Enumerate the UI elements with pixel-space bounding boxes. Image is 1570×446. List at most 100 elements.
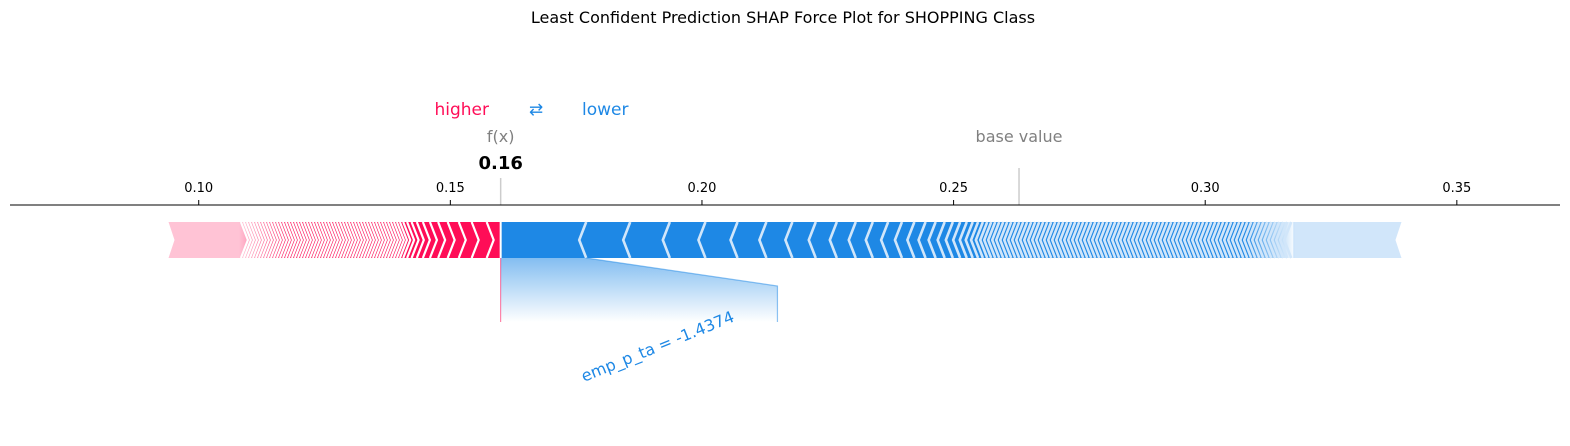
negative-chevron (621, 221, 632, 259)
positive-chevron (377, 221, 388, 259)
negative-chevron (1218, 221, 1229, 259)
negative-chevron (1238, 221, 1249, 259)
positive-chevron (365, 221, 376, 259)
negative-chevron (1034, 221, 1045, 259)
force-bars (168, 221, 1402, 259)
negative-chevron (1086, 221, 1097, 259)
negative-chevron (982, 221, 993, 259)
negative-chevron (1074, 221, 1085, 259)
negative-chevron (1282, 221, 1293, 259)
negative-chevron (986, 221, 997, 259)
positive-chevron (332, 221, 343, 259)
positive-chevron (275, 221, 286, 259)
negative-chevron (994, 221, 1005, 259)
negative-chevron (1230, 221, 1241, 259)
negative-chevron (1146, 221, 1157, 259)
negative-chevron (1266, 221, 1277, 259)
x-tick-label: 0.25 (939, 181, 968, 196)
negative-chevron (1070, 221, 1081, 259)
positive-chevron (251, 221, 262, 259)
negative-chevron (1202, 221, 1213, 259)
negative-chevron (1154, 221, 1165, 259)
negative-chevron (969, 221, 980, 259)
negative-chevron (905, 221, 916, 259)
positive-chevron (470, 221, 480, 259)
positive-chevron (278, 221, 289, 259)
positive-chevron (485, 221, 495, 259)
feature-annotation-fill (500, 258, 778, 322)
positive-chevron (290, 221, 301, 259)
x-tick-label: 0.20 (687, 181, 716, 196)
positive-chevron (299, 221, 310, 259)
negative-chevron (847, 221, 857, 259)
positive-chevron (263, 221, 274, 259)
positive-chevron (437, 221, 447, 259)
positive-chevron (380, 221, 391, 259)
negative-chevron (1078, 221, 1089, 259)
negative-chevron (1138, 221, 1149, 259)
negative-chevron (1110, 221, 1121, 259)
positive-chevron (305, 221, 316, 259)
positive-chevron (383, 221, 394, 259)
negative-chevron (1066, 221, 1077, 259)
positive-chevron (257, 221, 268, 259)
feature-annotations: emp_p_ta = -1.4374 (500, 257, 779, 387)
negative-chevron (1122, 221, 1133, 259)
negative-chevron (1182, 221, 1193, 259)
negative-chevron (1142, 221, 1153, 259)
positive-chevron (421, 221, 432, 259)
negative-chevron (927, 221, 937, 259)
negative-chevron (1242, 221, 1253, 259)
positive-chevron (350, 221, 361, 259)
feature-annotation-outline (586, 257, 779, 322)
positive-chevron (395, 221, 406, 259)
negative-chevron (879, 221, 890, 259)
negative-chevron (1082, 221, 1093, 259)
negative-chevron (1046, 221, 1057, 259)
base-value-marker: base value (976, 127, 1062, 205)
negative-chevron (1250, 221, 1261, 259)
negative-chevron (1054, 221, 1065, 259)
positive-chevron (371, 221, 382, 259)
negative-chevron (661, 221, 672, 259)
positive-chevron (242, 221, 253, 259)
legend-lower: lower (582, 100, 628, 120)
positive-chevron (254, 221, 265, 259)
negative-chevron (1058, 221, 1069, 259)
negative-chevron (1206, 221, 1217, 259)
legend-arrows-icon: ⇄ (529, 100, 543, 120)
positive-chevron (287, 221, 298, 259)
positive-chevron (392, 221, 403, 259)
negative-chevron (1130, 221, 1141, 259)
negative-chevron (1178, 221, 1189, 259)
negative-chevron (1038, 221, 1049, 259)
positive-chevron (362, 221, 373, 259)
positive-chevron (344, 221, 355, 259)
negative-chevron (1198, 221, 1209, 259)
positive-chevron (353, 221, 364, 259)
negative-chevron (1090, 221, 1101, 259)
negative-chevron (964, 221, 974, 259)
negative-chevron (1262, 221, 1273, 259)
negative-chevron (936, 221, 946, 259)
positive-chevron (356, 221, 367, 259)
positive-chevron (248, 221, 259, 259)
negative-chevron (958, 221, 968, 259)
negative-chevron (1278, 221, 1289, 259)
negative-chevron (1134, 221, 1145, 259)
negative-chevron (1170, 221, 1181, 259)
legend-higher: higher (434, 100, 489, 120)
negative-chevron (1190, 221, 1201, 259)
positive-chevron (281, 221, 292, 259)
negative-chevron (1158, 221, 1169, 259)
negative-chevron (1186, 221, 1197, 259)
negative-chevron (1222, 221, 1233, 259)
positive-chevron (284, 221, 295, 259)
positive-chevron (359, 221, 370, 259)
fx-label: f(x) (487, 127, 515, 146)
negative-chevron (1014, 221, 1025, 259)
negative-chevron (974, 221, 985, 259)
positive-chevron (335, 221, 346, 259)
negative-chevron (1234, 221, 1245, 259)
